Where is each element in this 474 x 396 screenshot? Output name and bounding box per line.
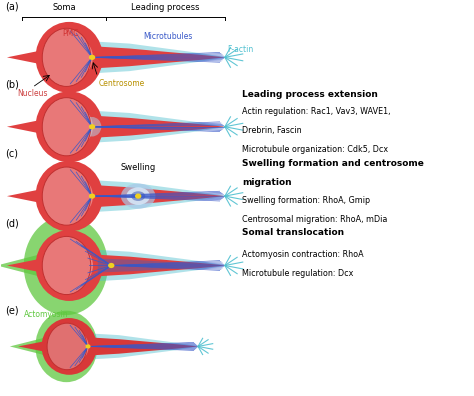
Polygon shape — [0, 254, 42, 277]
Text: Actomyosin contraction: RhoA: Actomyosin contraction: RhoA — [242, 249, 364, 259]
Text: (a): (a) — [5, 2, 19, 12]
Polygon shape — [98, 185, 225, 207]
Text: (e): (e) — [5, 305, 19, 315]
Ellipse shape — [24, 216, 108, 315]
Text: Centrosome: Centrosome — [99, 79, 145, 88]
Text: Soma: Soma — [52, 3, 76, 12]
Text: (b): (b) — [5, 80, 19, 89]
Text: Swelling: Swelling — [120, 164, 156, 172]
Polygon shape — [98, 181, 227, 212]
Ellipse shape — [42, 167, 91, 225]
Text: Actin regulation: Rac1, Vav3, WAVE1,: Actin regulation: Rac1, Vav3, WAVE1, — [242, 107, 391, 116]
Ellipse shape — [64, 248, 93, 283]
Polygon shape — [7, 188, 46, 204]
Text: (c): (c) — [5, 149, 18, 159]
Ellipse shape — [36, 91, 103, 162]
Polygon shape — [18, 340, 50, 353]
Polygon shape — [98, 259, 225, 272]
Text: Microtubule organization: Cdk5, Dcx: Microtubule organization: Cdk5, Dcx — [242, 145, 388, 154]
Polygon shape — [98, 47, 225, 68]
Ellipse shape — [127, 187, 150, 205]
Ellipse shape — [64, 178, 93, 214]
Ellipse shape — [36, 230, 103, 301]
Text: Actomyosin: Actomyosin — [24, 310, 68, 319]
Text: Microtubules: Microtubules — [143, 32, 192, 42]
Text: Nucleus: Nucleus — [17, 89, 47, 98]
Ellipse shape — [47, 323, 87, 370]
Text: migration: migration — [242, 178, 292, 187]
Text: PMC: PMC — [63, 29, 79, 38]
Ellipse shape — [83, 117, 101, 137]
Polygon shape — [92, 337, 198, 355]
Ellipse shape — [131, 191, 145, 201]
Text: Microtubule regulation: Dcx: Microtubule regulation: Dcx — [242, 269, 354, 278]
Circle shape — [108, 263, 114, 268]
Text: Drebrin, Fascin: Drebrin, Fascin — [242, 126, 302, 135]
Polygon shape — [7, 258, 46, 273]
Polygon shape — [98, 42, 227, 73]
Circle shape — [89, 194, 95, 199]
Polygon shape — [98, 111, 227, 143]
Polygon shape — [10, 337, 47, 356]
Polygon shape — [7, 50, 46, 65]
Ellipse shape — [42, 236, 91, 295]
Polygon shape — [98, 255, 225, 276]
Text: (d): (d) — [5, 218, 19, 228]
Ellipse shape — [65, 332, 89, 361]
Ellipse shape — [36, 311, 98, 382]
Text: Swelling formation and centrosome: Swelling formation and centrosome — [242, 159, 424, 168]
Ellipse shape — [42, 28, 91, 86]
Polygon shape — [98, 116, 225, 137]
Circle shape — [89, 124, 95, 129]
Ellipse shape — [64, 40, 93, 75]
Circle shape — [135, 194, 141, 199]
Polygon shape — [98, 250, 227, 281]
Ellipse shape — [121, 183, 155, 209]
Circle shape — [89, 55, 95, 60]
Ellipse shape — [64, 109, 93, 145]
Ellipse shape — [36, 161, 103, 232]
Ellipse shape — [36, 22, 103, 93]
Text: Leading process extension: Leading process extension — [242, 89, 378, 99]
Polygon shape — [92, 333, 200, 359]
Ellipse shape — [42, 318, 97, 375]
Text: Leading process: Leading process — [131, 3, 200, 12]
Polygon shape — [7, 119, 46, 135]
Text: F-actin: F-actin — [227, 45, 254, 54]
Ellipse shape — [42, 98, 91, 156]
Text: Swelling formation: RhoA, Gmip: Swelling formation: RhoA, Gmip — [242, 196, 370, 205]
Circle shape — [85, 344, 91, 348]
Text: Somal translocation: Somal translocation — [242, 228, 344, 237]
Text: Centrosomal migration: RhoA, mDia: Centrosomal migration: RhoA, mDia — [242, 215, 388, 224]
